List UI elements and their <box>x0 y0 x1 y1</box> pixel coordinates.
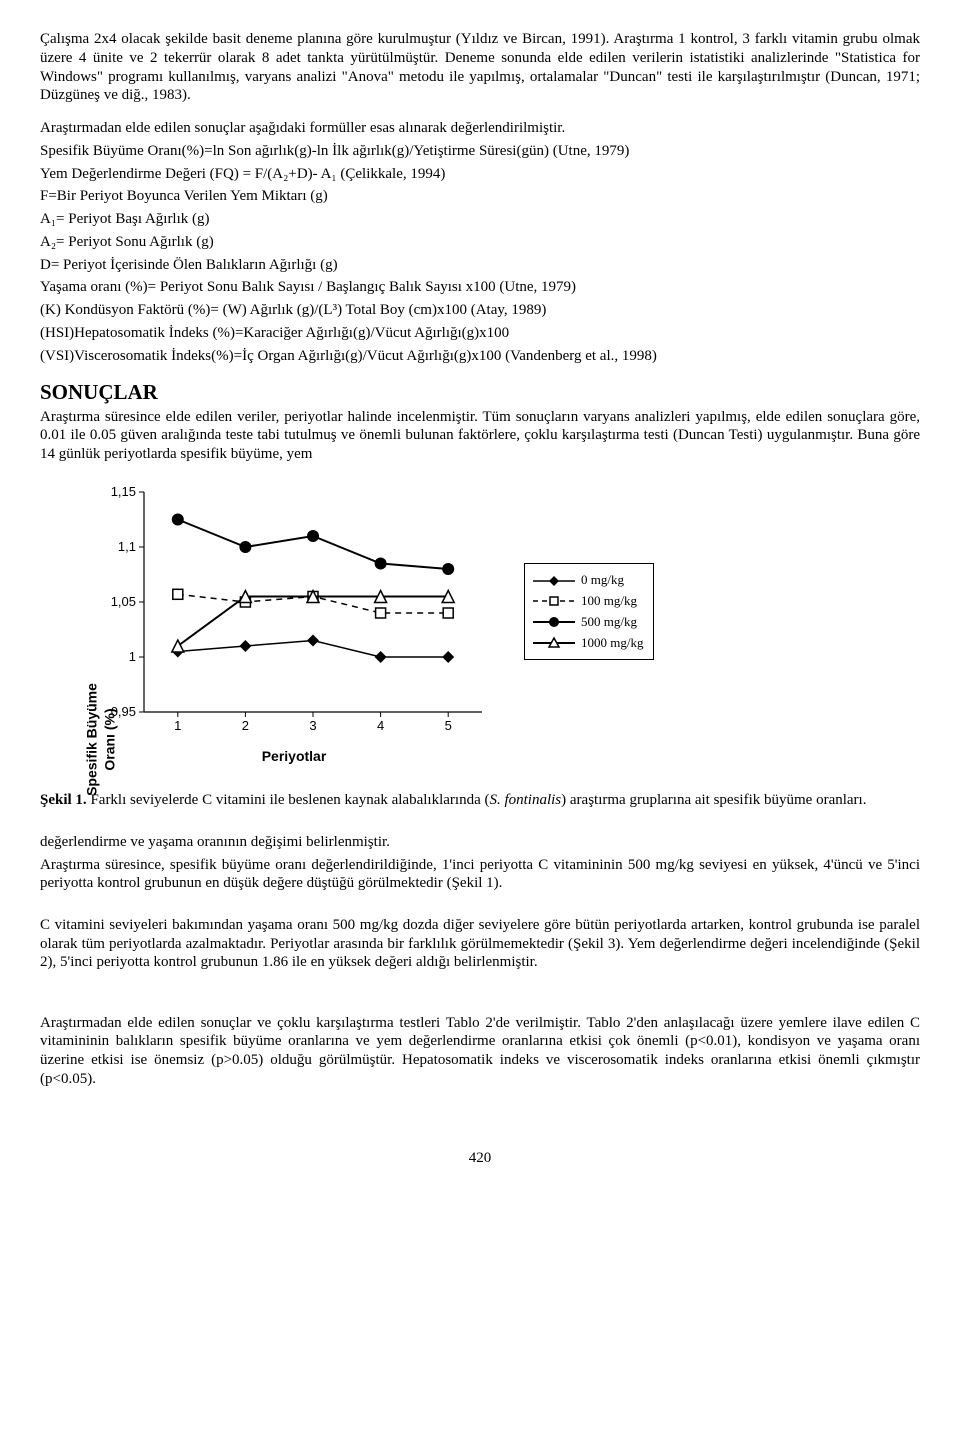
svg-text:1,1: 1,1 <box>118 539 136 554</box>
svg-text:4: 4 <box>377 718 384 733</box>
legend-label: 0 mg/kg <box>581 570 624 591</box>
formula-line: Yaşama oranı (%)= Periyot Sonu Balık Say… <box>40 278 920 297</box>
svg-text:1: 1 <box>129 649 136 664</box>
para5: Araştırma süresince, spesifik büyüme ora… <box>40 856 920 894</box>
figure1-text-end: ) araştırma gruplarına ait spesifik büyü… <box>561 792 866 808</box>
formula-line: Spesifik Büyüme Oranı(%)=ln Son ağırlık(… <box>40 142 920 161</box>
formula-line: (HSI)Hepatosomatik İndeks (%)=Karaciğer … <box>40 324 920 343</box>
svg-text:1: 1 <box>174 718 181 733</box>
x-axis-label: Periyotlar <box>94 748 494 766</box>
formula-line: Yem Değerlendirme Değeri (FQ) = F/(A₂+D)… <box>40 165 920 184</box>
results-para: Araştırma süresince elde edilen veriler,… <box>40 408 920 464</box>
legend-item: 100 mg/kg <box>533 591 643 612</box>
legend-item: 1000 mg/kg <box>533 633 643 654</box>
results-heading: SONUÇLAR <box>40 379 920 405</box>
svg-text:3: 3 <box>309 718 316 733</box>
chart-legend: 0 mg/kg 100 mg/kg 500 mg/kg 1000 mg/kg <box>524 563 654 660</box>
svg-text:1,15: 1,15 <box>111 484 136 499</box>
formula-line: F=Bir Periyot Boyunca Verilen Yem Miktar… <box>40 187 920 206</box>
formula-line: (K) Kondüsyon Faktörü (%)= (W) Ağırlık (… <box>40 301 920 320</box>
chart-svg: 0,9511,051,11,1512345 <box>94 482 494 742</box>
y-axis-label: Spesifik Büyüme Oranı (%) <box>84 664 119 814</box>
legend-item: 500 mg/kg <box>533 612 643 633</box>
formula-line: (VSI)Viscerosomatik İndeks(%)=İç Organ A… <box>40 347 920 366</box>
page-number: 420 <box>40 1149 920 1168</box>
formula-line: A₁= Periyot Başı Ağırlık (g) <box>40 210 920 229</box>
formula-line: A₂= Periyot Sonu Ağırlık (g) <box>40 233 920 252</box>
figure1-text: Farklı seviyelerde C vitamini ile beslen… <box>87 792 490 808</box>
figure1-label: Şekil 1. <box>40 792 87 808</box>
formula-intro: Araştırmadan elde edilen sonuçlar aşağıd… <box>40 119 920 138</box>
figure1-caption: Şekil 1. Farklı seviyelerde C vitamini i… <box>40 791 920 810</box>
formulas-block: Araştırmadan elde edilen sonuçlar aşağıd… <box>40 119 920 365</box>
para6: C vitamini seviyeleri bakımından yaşama … <box>40 916 920 972</box>
figure1-species: S. fontinalis <box>489 792 561 808</box>
growth-chart: Spesifik Büyüme Oranı (%) 0,9511,051,11,… <box>70 482 680 766</box>
legend-label: 1000 mg/kg <box>581 633 643 654</box>
intro-para: Çalışma 2x4 olacak şekilde basit deneme … <box>40 30 920 105</box>
svg-text:5: 5 <box>445 718 452 733</box>
svg-text:2: 2 <box>242 718 249 733</box>
svg-text:1,05: 1,05 <box>111 594 136 609</box>
legend-item: 0 mg/kg <box>533 570 643 591</box>
para4: değerlendirme ve yaşama oranının değişim… <box>40 833 920 852</box>
legend-label: 500 mg/kg <box>581 612 637 633</box>
legend-label: 100 mg/kg <box>581 591 637 612</box>
para7: Araştırmadan elde edilen sonuçlar ve çok… <box>40 1014 920 1089</box>
formula-line: D= Periyot İçerisinde Ölen Balıkların Ağ… <box>40 256 920 275</box>
